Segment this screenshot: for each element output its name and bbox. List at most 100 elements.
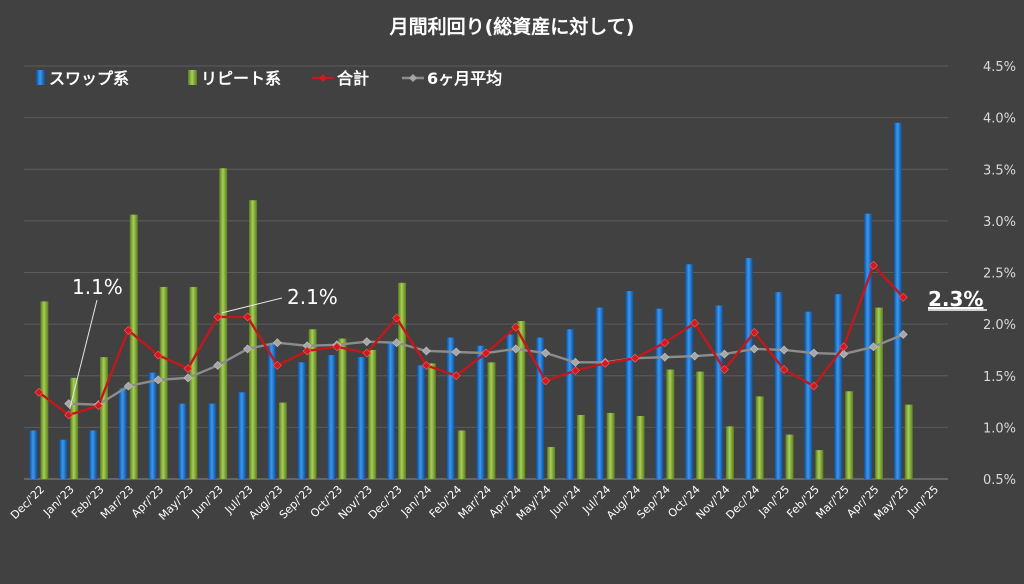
average-point [869, 342, 878, 352]
repeat-bar [129, 214, 138, 479]
repeat-bar [696, 371, 705, 479]
legend-item: 合計 [312, 69, 369, 88]
total-point [690, 318, 700, 328]
repeat-bar [725, 426, 734, 479]
legend-item: スワップ系 [36, 69, 129, 88]
swap-bar [595, 307, 604, 479]
total-point [34, 387, 44, 397]
repeat-bar [815, 450, 824, 479]
average-point [243, 344, 252, 354]
average-point [541, 348, 551, 358]
average-point [749, 344, 759, 354]
y-tick-label: 3.5% [983, 163, 1016, 178]
average-point [123, 381, 133, 391]
repeat-bar [338, 338, 347, 479]
repeat-bar [845, 391, 854, 479]
average-point [690, 351, 700, 361]
swap-bar [29, 430, 38, 479]
swap-bar [536, 337, 545, 479]
y-tick-label: 3.0% [983, 215, 1016, 230]
repeat-bar [457, 430, 466, 479]
swap-bar [357, 357, 366, 479]
total-point [839, 342, 849, 352]
repeat-bar [487, 362, 496, 479]
total-point [392, 313, 402, 323]
repeat-bar [755, 396, 764, 479]
swap-bar [208, 403, 217, 479]
average-point [660, 352, 670, 362]
legend-marker [319, 74, 327, 82]
swap-bar [506, 334, 515, 479]
repeat-bar [666, 369, 675, 479]
total-point [809, 381, 819, 391]
annotation-leader [69, 299, 98, 410]
swap-bar [89, 430, 98, 479]
repeat-bar [606, 412, 615, 479]
repeat-bar [785, 434, 794, 479]
total-line [38, 264, 905, 417]
repeat-bar [398, 282, 407, 479]
swap-bar [774, 292, 783, 479]
swap-bar [685, 264, 694, 479]
total-point [720, 365, 729, 374]
swap-bar [267, 344, 276, 479]
chart-title: 月間利回り(総資産に対して) [389, 15, 635, 38]
average-point [720, 349, 729, 359]
total-point [898, 292, 908, 302]
legend-swatch [188, 70, 197, 85]
repeat-bar [547, 446, 556, 479]
swap-bar [893, 122, 902, 479]
swap-bar [834, 294, 843, 479]
repeat-bar [219, 168, 228, 479]
total-point [153, 350, 163, 360]
y-tick-label: 2.5% [983, 267, 1016, 282]
gridlines [24, 65, 948, 480]
swap-bar [148, 372, 157, 479]
legend-label: 合計 [337, 69, 369, 88]
swap-bar [655, 308, 664, 479]
y-tick-label: 1.5% [983, 370, 1016, 385]
total-point [421, 361, 431, 370]
annotation-leader [221, 297, 283, 314]
total-point [630, 353, 640, 363]
swap-bar [178, 403, 187, 479]
y-axis-ticks: 0.5% 1.0% 1.5% 2.0% 2.5% 3.0% 3.5% 4.0% 4.5% [983, 60, 1016, 488]
average-point [839, 349, 849, 359]
x-tick-label: Mar/'25 [813, 483, 852, 522]
swap-bar [714, 305, 723, 479]
average-point [362, 337, 372, 347]
x-tick-label: Jun/'24 [547, 483, 584, 520]
x-tick-label: Sep/'24 [634, 483, 673, 522]
x-tick-label: Jun/'25 [905, 483, 942, 520]
y-tick-label: 1.0% [983, 421, 1016, 436]
total-point [213, 312, 223, 322]
total-point [183, 364, 193, 373]
legend-item: 6ヶ月平均 [402, 69, 502, 88]
total-point [481, 348, 491, 358]
swap-bar [387, 341, 396, 479]
swap-bar [327, 355, 336, 479]
swap-bar [59, 439, 68, 479]
repeat-bar [904, 404, 913, 479]
repeat-bar [308, 329, 317, 479]
y-tick-label: 0.5% [983, 473, 1016, 488]
total-point [660, 338, 670, 348]
x-tick-label: Mar/'23 [98, 483, 137, 522]
y-tick-label: 2.0% [983, 318, 1016, 333]
annotations: 1.1% 2.1% 2.3% [69, 275, 987, 410]
average-point [213, 361, 223, 370]
average-point [392, 338, 402, 348]
swap-bar [863, 213, 872, 479]
x-tick-label: Dec/'22 [8, 483, 47, 522]
repeat-bar [278, 402, 287, 479]
total-point [64, 410, 74, 420]
total-point [869, 260, 878, 270]
legend-marker [409, 74, 417, 82]
lines [34, 260, 908, 420]
x-tick-label: Dec/'23 [366, 483, 405, 522]
x-tick-label: Sep/'23 [277, 483, 316, 522]
repeat-bar [427, 363, 436, 479]
total-point [511, 322, 521, 332]
